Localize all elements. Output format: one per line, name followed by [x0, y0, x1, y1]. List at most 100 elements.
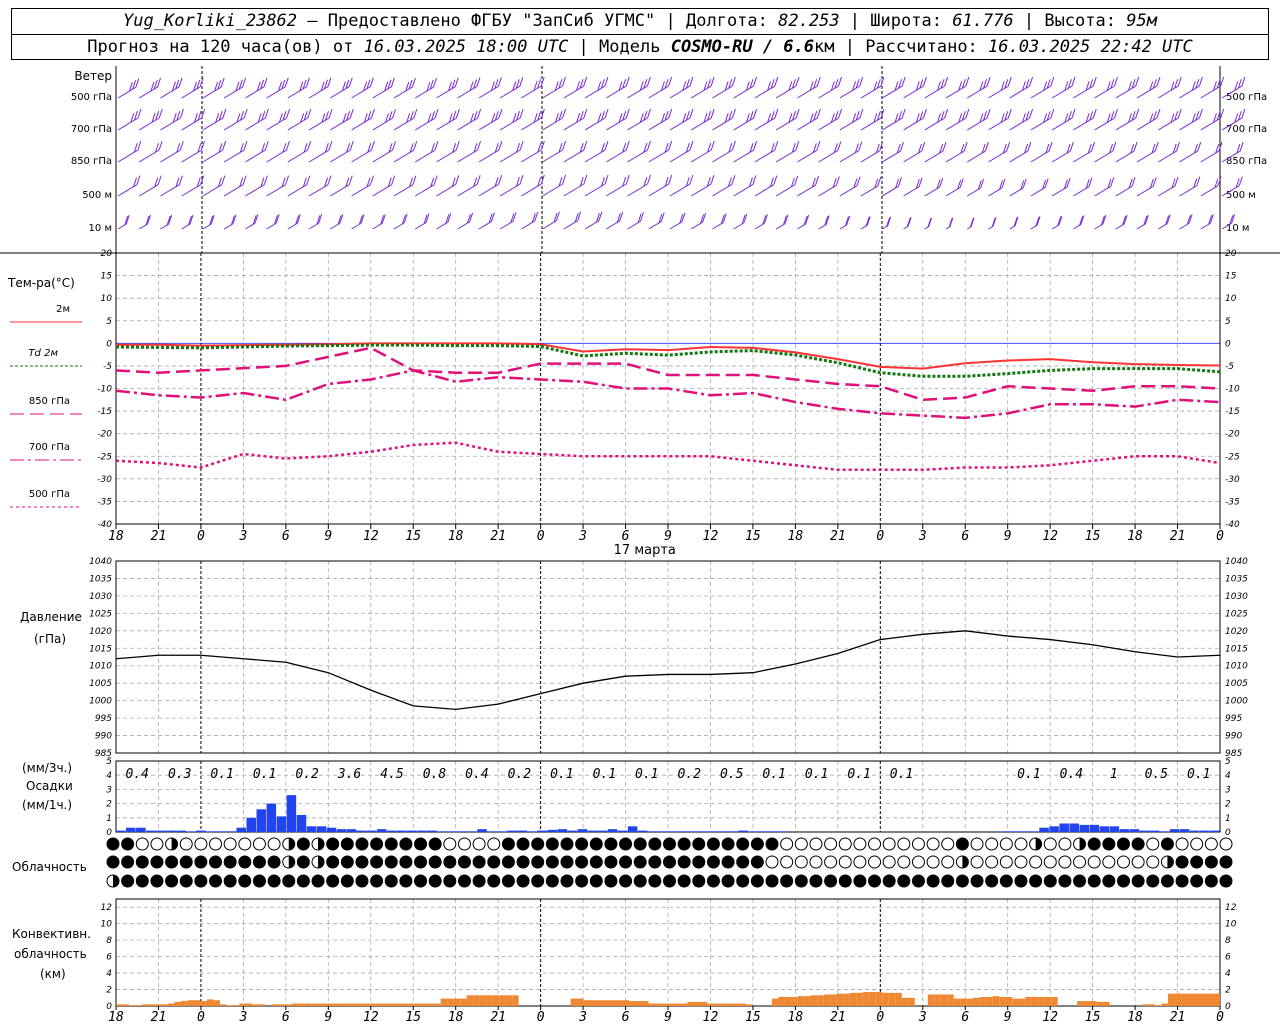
- cloud-cover-clear-icon: [238, 837, 252, 851]
- cloud-cover-full-icon: [692, 837, 706, 851]
- wind-barb-feather: [896, 143, 901, 154]
- temp-tick-left: -25: [97, 452, 112, 462]
- precip-amount-label: 0.1: [847, 767, 870, 782]
- conv-bar: [830, 994, 837, 1006]
- wind-barb-feather: [640, 212, 644, 222]
- wind-barb-feather: [367, 143, 372, 153]
- cloud-cover-clear-icon: [882, 837, 896, 851]
- wind-barb-feather: [1217, 176, 1222, 186]
- conv-bar: [505, 995, 513, 1006]
- conv-bar: [460, 998, 467, 1006]
- wind-barb-feather: [448, 81, 452, 91]
- wind-barb-feather: [639, 113, 644, 123]
- wind-barb-feather: [498, 140, 503, 151]
- precip-amount-label: 0.1: [550, 767, 573, 782]
- wind-barb-feather: [939, 143, 944, 154]
- cloud-cover-full-icon: [443, 874, 457, 888]
- cloud-cover-full-icon: [516, 874, 530, 888]
- precip-bar: [557, 829, 568, 832]
- cloud-cover-clear-icon: [223, 837, 237, 851]
- conv-bar: [252, 1004, 259, 1006]
- cloud-cover-clear-icon: [1190, 837, 1204, 851]
- wind-barb-feather: [196, 79, 201, 90]
- wind-barb-feather: [201, 108, 206, 119]
- wind-barb-feather: [1007, 108, 1012, 119]
- wind-barb-feather: [1133, 141, 1138, 152]
- cloud-cover-full-icon: [296, 837, 310, 851]
- wind-barb-feather: [1188, 214, 1193, 224]
- cloud-cover-full-icon: [1102, 837, 1116, 851]
- wind-barb-feather: [433, 175, 438, 185]
- wind-barb-feather: [1087, 143, 1092, 154]
- wind-barb-feather: [476, 175, 481, 185]
- wind-barb-feather: [172, 113, 177, 123]
- wind-barb-feather: [533, 113, 538, 123]
- wind-barb-feather: [604, 108, 609, 119]
- wind-barb-feather: [948, 217, 953, 228]
- wind-barb-feather: [369, 175, 374, 185]
- wind-barb-feather: [1064, 81, 1069, 91]
- cloud-cover-full-icon: [780, 874, 794, 888]
- wind-barb-feather: [579, 177, 584, 187]
- temp-tick-right: -15: [1225, 407, 1240, 417]
- wind-barb-feather: [643, 79, 648, 89]
- wind-barb-feather: [664, 177, 669, 187]
- cloud-cover-full-icon: [384, 874, 398, 888]
- wind-barb-feather: [764, 214, 768, 224]
- conv-bar: [297, 1003, 305, 1006]
- cloud-cover-full-icon: [633, 874, 647, 888]
- wind-barb-feather: [983, 111, 987, 121]
- wind-barb-feather: [583, 108, 588, 119]
- wind-barb-feather: [260, 177, 265, 187]
- wind-barb-feather: [795, 108, 800, 119]
- wind-barb-feather: [1106, 81, 1111, 91]
- conv-bar: [284, 1004, 292, 1006]
- cloud-cover-partial-fill: [1079, 838, 1086, 850]
- pressure-tick-right: 1010: [1225, 662, 1248, 672]
- conv-unit: (км): [40, 967, 66, 981]
- wind-barb-feather: [811, 177, 816, 188]
- wind-barb-feather: [498, 175, 503, 185]
- wind-barb-feather: [1057, 216, 1062, 226]
- temp-tick-left: 15: [101, 272, 113, 282]
- precip-bar: [668, 831, 678, 832]
- wind-barb-feather: [936, 179, 941, 189]
- cloud-cover-clear-icon: [150, 837, 164, 851]
- wind-barb-feather: [597, 113, 602, 123]
- wind-barb-feather: [264, 108, 269, 119]
- lat-value: 61.776: [952, 11, 1014, 31]
- wind-barb-feather: [540, 108, 545, 119]
- cloud-cover-clear-icon: [1029, 855, 1043, 869]
- wind-barb-feather: [1209, 214, 1214, 224]
- cloud-cover-full-icon: [619, 874, 633, 888]
- wind-barb-feather: [710, 76, 715, 87]
- wind-barb-feather: [1000, 113, 1005, 123]
- precip-bar: [1039, 827, 1049, 832]
- conv-bar: [232, 1005, 240, 1006]
- hour-tick-label: 12: [703, 529, 719, 544]
- conv-bar: [823, 994, 831, 1006]
- wind-barb-feather: [837, 141, 842, 151]
- cloud-cover-full-icon: [457, 855, 471, 869]
- precip-bar: [1099, 826, 1110, 832]
- wind-barb-feather: [832, 178, 837, 188]
- cloud-cover-full-icon: [1029, 874, 1043, 888]
- wind-barb-feather: [879, 141, 884, 152]
- temp-tick-right: 20: [1225, 249, 1237, 259]
- wind-barb-feather: [1020, 180, 1025, 190]
- wind-barb-feather: [434, 141, 439, 151]
- cloud-cover-full-icon: [589, 837, 603, 851]
- cloud-cover-full-icon: [223, 874, 237, 888]
- cloud-cover-full-icon: [575, 874, 589, 888]
- cloud-cover-full-icon: [1160, 874, 1174, 888]
- precip-bar: [738, 830, 748, 832]
- cloud-cover-full-icon: [1102, 874, 1116, 888]
- hour-tick-label-bottom: 12: [703, 1010, 719, 1024]
- cloud-cover-full-icon: [560, 855, 574, 869]
- wind-barb-feather: [979, 81, 984, 91]
- wind-barb-feather: [451, 177, 456, 187]
- cloud-cover-clear-icon: [882, 855, 896, 869]
- cloud-cover-full-icon: [311, 874, 325, 888]
- wind-barb-feather: [706, 177, 711, 187]
- wind-barb-feather: [1172, 143, 1177, 154]
